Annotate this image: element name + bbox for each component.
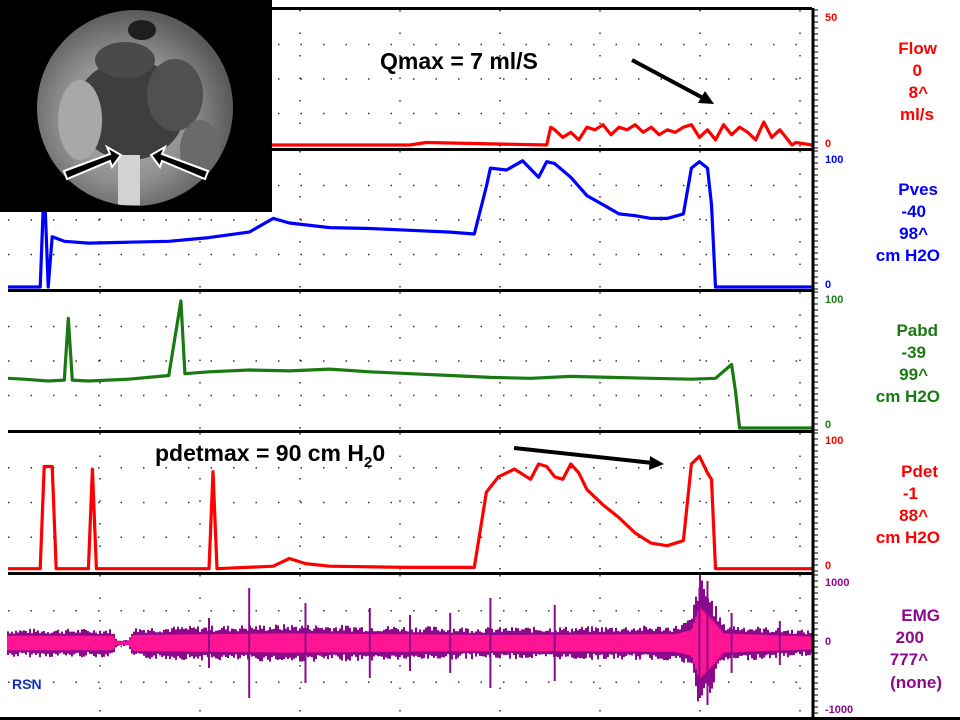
qmax-annotation: Qmax = 7 ml/S (380, 48, 538, 74)
pves-unit: cm H2O (876, 246, 940, 265)
scale-labels: 50 0 100 0 100 0 100 0 1000 0 -1000 (825, 12, 853, 716)
diverticulum-shadow (147, 59, 203, 131)
pves-max-value: 98^ (899, 224, 928, 243)
channel-labels: Flow 0 8^ ml/s Pves -40 98^ cm H2O Pabd … (876, 39, 942, 692)
qmax-arrow-line (631, 58, 706, 101)
pabd-scale-top: 100 (825, 294, 843, 306)
emg-max-value: 777^ (890, 650, 928, 669)
emg-unit: (none) (890, 673, 942, 692)
pdetmax-suffix: 0 (372, 440, 385, 466)
pdet-max-value: 88^ (899, 506, 928, 525)
trace-pves (8, 159, 812, 289)
qmax-arrow-head-icon (698, 91, 714, 104)
emg-scale-bottom: -1000 (825, 704, 853, 716)
pves-channel-label: Pves (898, 180, 938, 199)
rsn-label: RSN (12, 676, 42, 692)
pdetmax-arrow-head-icon (649, 456, 664, 470)
pdet-scale-top: 100 (825, 435, 843, 447)
emg-scale-mid: 0 (825, 636, 831, 648)
emg-current-value: 200 (896, 628, 924, 647)
pdet-channel-label: Pdet (901, 462, 938, 481)
flow-scale-top: 50 (825, 12, 837, 24)
top-shadow (128, 20, 156, 40)
right-arrow-icon (149, 144, 210, 181)
left-arrow-icon (62, 144, 123, 181)
pves-scale-top: 100 (825, 154, 843, 166)
pdet-current-value: -1 (903, 484, 918, 503)
flow-unit: ml/s (900, 105, 934, 124)
trace-pdet (8, 454, 812, 571)
flow-scale-bottom: 0 (825, 138, 831, 150)
pdet-unit: cm H2O (876, 528, 940, 547)
pabd-channel-label: Pabd (896, 321, 938, 340)
trace-flow (8, 120, 813, 147)
pabd-current-value: -39 (901, 343, 926, 362)
flow-channel-label: Flow (898, 39, 937, 58)
trace-pabd (7, 299, 812, 430)
side-structure (58, 80, 102, 160)
pabd-max-value: 99^ (899, 365, 928, 384)
emg-channel-label: EMG (901, 606, 940, 625)
pabd-scale-bottom: 0 (825, 419, 831, 431)
trace-emg-inner (7, 607, 813, 679)
pdetmax-prefix: pdetmax = 90 cm H (155, 440, 364, 466)
pves-current-value: -40 (901, 202, 926, 221)
traces-layer (7, 120, 813, 705)
pves-scale-bottom: 0 (825, 279, 831, 291)
urethra-light (118, 155, 140, 205)
upper-shadow (95, 42, 155, 78)
pdetmax-annotation: pdetmax = 90 cm H20 (155, 440, 385, 471)
flow-current-value: 0 (913, 61, 922, 80)
flow-max-value: 8^ (909, 83, 928, 102)
pdetmax-subscript: 2 (364, 454, 372, 471)
pabd-unit: cm H2O (876, 387, 940, 406)
emg-scale-top: 1000 (825, 577, 849, 589)
fluoroscopy-inset (0, 0, 272, 212)
pdet-scale-bottom: 0 (825, 560, 831, 572)
pdetmax-arrow-line (513, 446, 654, 465)
